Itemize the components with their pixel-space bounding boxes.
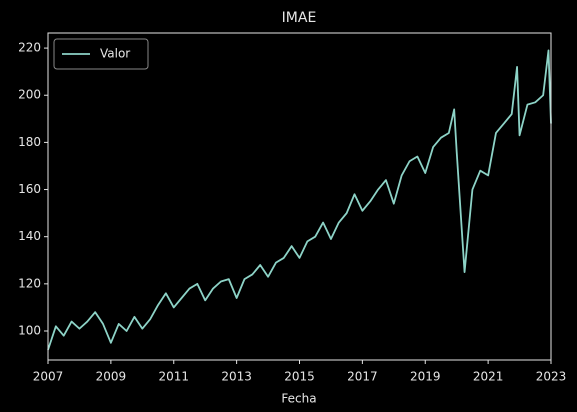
- x-tick-label: 2015: [284, 370, 315, 384]
- x-tick-label: 2017: [347, 370, 378, 384]
- plot-frame: [47, 32, 552, 361]
- y-tick-label: 180: [18, 135, 41, 149]
- y-tick-label: 160: [18, 182, 41, 196]
- x-tick-label: 2019: [410, 370, 441, 384]
- chart-title: IMAE: [282, 10, 317, 26]
- y-tick-label: 100: [18, 324, 41, 338]
- y-tick-label: 220: [18, 41, 41, 55]
- x-tick-label: 2023: [536, 370, 567, 384]
- x-tick-label: 2009: [96, 370, 127, 384]
- x-tick-label: 2011: [158, 370, 189, 384]
- x-axis-label: Fecha: [281, 392, 316, 406]
- x-tick-label: 2021: [473, 370, 504, 384]
- x-tick-label: 2007: [33, 370, 64, 384]
- line: [47, 49, 552, 351]
- legend-box: [53, 38, 149, 70]
- y-tick-label: 200: [18, 88, 41, 102]
- x-tick-label: 2013: [221, 370, 252, 384]
- y-tick-label: 140: [18, 229, 41, 243]
- legend-label: Valor: [100, 47, 130, 61]
- y-tick-label: 120: [18, 276, 41, 290]
